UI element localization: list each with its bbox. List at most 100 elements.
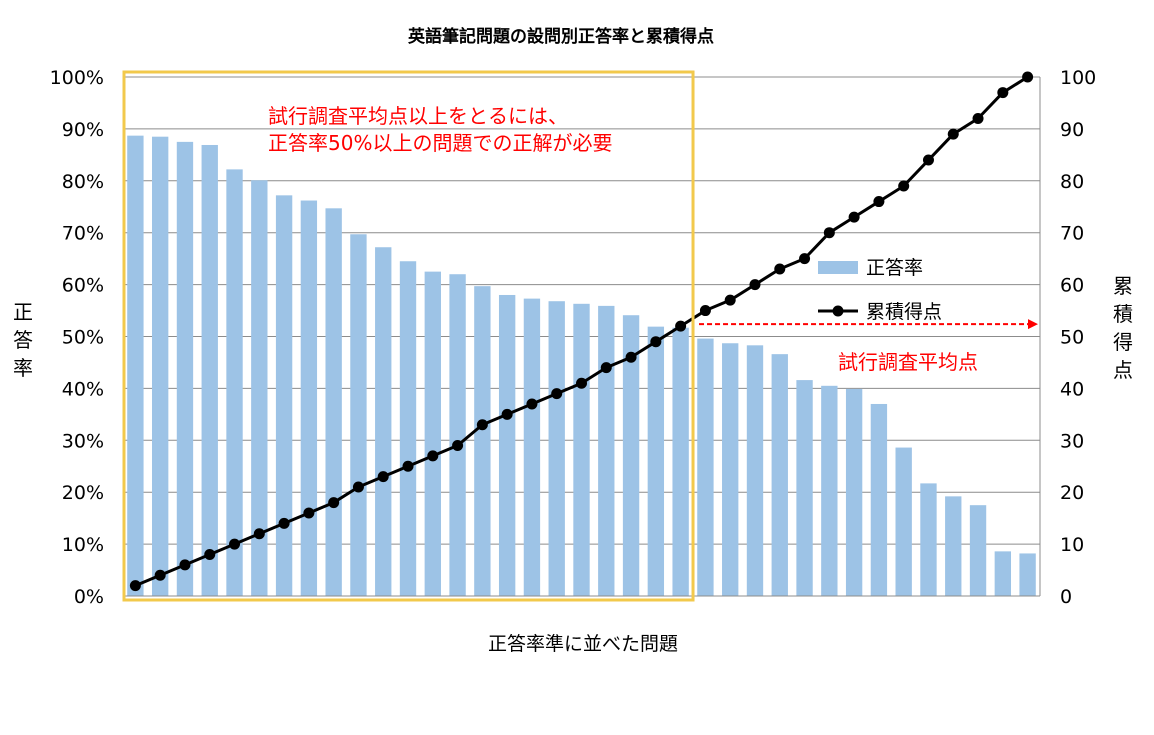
bar [672, 327, 689, 596]
bar [722, 343, 739, 596]
y-right-tick-label: 100 [1060, 67, 1096, 89]
y-right-axis-label: 累積得点 [1113, 274, 1133, 382]
line-point [476, 419, 488, 431]
box-note-line2: 正答率50%以上の問題での正解が必要 [268, 131, 612, 155]
line-point [650, 336, 662, 348]
bar [201, 144, 218, 596]
average-label: 試行調査平均点 [838, 350, 978, 374]
y-right-tick-label: 50 [1060, 327, 1084, 349]
y-left-tick-label: 100% [50, 67, 104, 89]
average-arrowhead [1028, 319, 1038, 330]
line-point [377, 471, 389, 483]
y-left-tick-label: 80% [62, 171, 104, 193]
y-right-tick-label: 80 [1060, 171, 1084, 193]
y-right-tick-label: 20 [1060, 482, 1084, 504]
bar [151, 136, 169, 596]
y-left-axis-label-char: 率 [13, 356, 33, 380]
line-point [898, 180, 910, 192]
line-point [774, 263, 786, 275]
bar [945, 496, 962, 596]
legend-label-line: 累積得点 [866, 301, 942, 323]
bar [325, 208, 342, 596]
line-point [972, 113, 984, 125]
bar [821, 385, 838, 596]
line-point [452, 439, 464, 451]
y-left-axis-label: 正答率 [13, 300, 33, 380]
bar [1019, 553, 1036, 596]
y-left-tick-label: 70% [62, 223, 104, 245]
x-axis-label: 正答率準に並べた問題 [488, 633, 678, 655]
y-right-tick-label: 10 [1060, 534, 1084, 556]
bar [226, 169, 243, 596]
bar [375, 247, 392, 596]
y-right-tick-label: 70 [1060, 223, 1084, 245]
line-point [526, 398, 538, 410]
y-right-tick-label: 90 [1060, 119, 1084, 141]
line-point [501, 408, 513, 420]
highlight-box [122, 70, 695, 602]
annotations: 試行調査平均点 試行調査平均点以上をとるには、正答率50%以上の問題での正解が必要 [122, 70, 1038, 602]
line-point [303, 507, 315, 519]
line-point [1022, 71, 1034, 83]
bar [176, 141, 194, 596]
y-left-tick-label: 50% [62, 327, 104, 349]
line-point [253, 528, 265, 540]
line-point [154, 569, 166, 581]
bar [275, 195, 293, 596]
bar [697, 338, 714, 596]
line-point [129, 580, 141, 592]
bar [598, 305, 615, 596]
line-point [675, 320, 687, 332]
line-series [129, 71, 1034, 592]
bar [350, 234, 367, 596]
line-point [352, 481, 364, 493]
bar [796, 380, 813, 596]
legend-swatch-bar [818, 261, 858, 274]
box-note-line1: 試行調査平均点以上をとるには、 [268, 104, 568, 128]
line-point [848, 211, 860, 223]
line-point [278, 517, 290, 529]
line-point [179, 559, 191, 571]
bar [870, 403, 888, 596]
line-point [947, 128, 959, 140]
y-left-tick-label: 60% [62, 275, 104, 297]
line-point [749, 279, 761, 291]
line-point [799, 253, 811, 265]
bar [647, 326, 665, 596]
bar [300, 200, 318, 596]
y-right-axis-label-char: 累 [1113, 274, 1133, 298]
bar [771, 354, 788, 596]
y-right-tick-label: 30 [1060, 430, 1084, 452]
bar [399, 261, 417, 596]
bar [498, 294, 516, 596]
y-left-tick-label: 90% [62, 119, 104, 141]
line-point [823, 227, 835, 239]
bar [895, 447, 912, 596]
legend-label-bar: 正答率 [866, 257, 923, 279]
bar [523, 298, 541, 596]
line-point [699, 305, 711, 317]
line-point [328, 497, 340, 509]
line-point [204, 548, 216, 560]
line-point [427, 450, 439, 462]
line-point [997, 87, 1009, 99]
y-left-tick-label: 0% [74, 586, 104, 608]
bar [746, 345, 764, 596]
labels: 0% 10% 20% 30% 40% 50% 60% 70% 80% 90% 100% 0 10 20 30… [13, 26, 1133, 655]
line-point [922, 154, 934, 166]
bar [622, 315, 640, 596]
line-point [576, 377, 587, 389]
bar [969, 505, 987, 596]
y-left-axis-label-char: 正 [13, 300, 33, 324]
legend-swatch-marker [832, 305, 844, 317]
bar [449, 274, 466, 596]
y-right-tick-label: 60 [1060, 275, 1084, 297]
y-left-tick-label: 10% [62, 534, 104, 556]
line-point [625, 351, 637, 363]
y-right-axis-label-char: 得 [1113, 330, 1133, 354]
bar [424, 271, 441, 596]
y-right-axis-label-char: 積 [1113, 302, 1133, 326]
